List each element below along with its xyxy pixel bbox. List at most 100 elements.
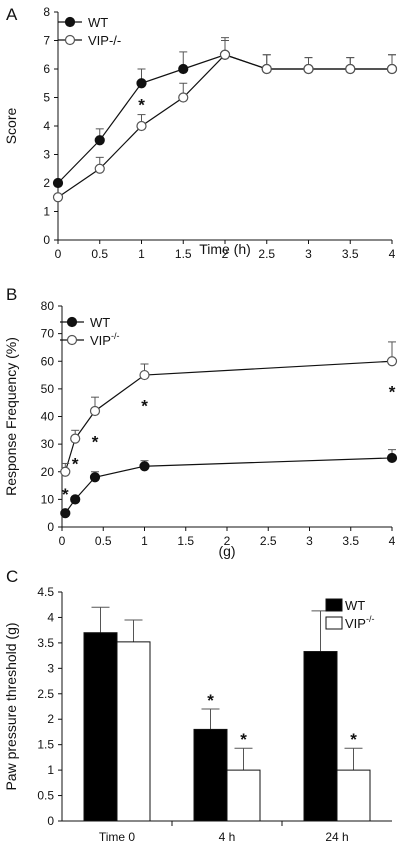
y-tick-label: 80 <box>41 299 55 313</box>
legend-label: VIP-/- <box>88 33 121 48</box>
data-point <box>136 120 147 132</box>
y-tick-label: 70 <box>41 327 55 341</box>
significance-star: * <box>72 454 79 473</box>
legend-marker <box>66 334 78 346</box>
x-tick-label: 1.5 <box>177 534 194 548</box>
y-tick-label: 1.5 <box>37 738 54 752</box>
y-tick-label: 20 <box>41 465 55 479</box>
y-tick-label: 3.5 <box>37 636 54 650</box>
axes: 0 1 2 3 4 5 6 7 8 0 0.5 1 1.5 2 2.5 3 3.5 4 <box>43 5 395 261</box>
significance-star: * <box>92 432 99 451</box>
y-tick-label: 3 <box>47 661 54 675</box>
y-tick-label: 8 <box>43 5 50 19</box>
legend-swatch <box>325 598 343 612</box>
x-tick-label: 2.5 <box>260 534 277 548</box>
bar <box>226 769 261 822</box>
y-axis-label: Paw pressure threshold (g) <box>3 622 19 790</box>
bar <box>83 632 118 822</box>
panel-b: B 0 10 20 30 40 50 60 70 80 0 0.5 1 1.5 2 2.5 3 3.5 4 (g) Re… <box>3 285 398 559</box>
data-point <box>219 49 231 60</box>
data-point <box>178 92 189 103</box>
series-line <box>64 360 393 472</box>
x-tick-label: 1 <box>141 534 148 548</box>
legend-marker <box>66 316 78 328</box>
series-line <box>64 457 393 514</box>
y-tick-label: 0 <box>47 814 54 828</box>
y-tick-label: 4.5 <box>37 585 54 599</box>
y-tick-label: 2.5 <box>37 687 54 701</box>
x-tick-label: 3.5 <box>342 534 359 548</box>
significance-star: * <box>141 396 148 415</box>
y-tick-label: 0.5 <box>37 789 54 803</box>
y-tick-label: 1 <box>43 205 50 219</box>
x-tick-label: 0 <box>59 534 66 548</box>
x-axis-label: (g) <box>218 543 235 559</box>
series-wt <box>83 606 338 822</box>
data-point <box>386 356 398 367</box>
data-point <box>386 63 398 75</box>
y-tick-label: 2 <box>43 176 50 190</box>
bar <box>193 728 228 822</box>
series-vip <box>60 341 398 477</box>
y-tick-label: 1 <box>47 763 54 777</box>
legend-label: WT <box>345 598 365 613</box>
data-point <box>139 369 150 381</box>
x-tick-label: 0.5 <box>95 534 112 548</box>
legend: WT VIP-/- <box>58 15 121 48</box>
data-point <box>345 63 356 75</box>
panel-label: C <box>6 567 18 586</box>
x-tick-label: 1.5 <box>175 247 192 261</box>
panel-label: B <box>6 285 17 304</box>
x-tick-label: 4 <box>389 247 396 261</box>
data-point <box>52 177 64 189</box>
y-tick-label: 4 <box>47 610 54 624</box>
data-point <box>386 452 398 464</box>
y-tick-label: 10 <box>41 492 55 506</box>
x-tick-label: 3.5 <box>342 247 359 261</box>
significance-star: * <box>62 485 69 504</box>
legend-label: WT <box>90 315 110 330</box>
y-tick-label: 6 <box>43 62 50 76</box>
bar <box>336 769 371 822</box>
data-point <box>303 63 314 75</box>
y-axis-label: Score <box>3 108 19 145</box>
annotations: * <box>138 96 145 115</box>
x-category-label: 4 h <box>219 830 236 844</box>
x-tick-label: 3 <box>306 534 313 548</box>
significance-star: * <box>240 730 247 749</box>
legend-label: VIP-/- <box>345 614 374 631</box>
x-tick-label: 0.5 <box>91 247 108 261</box>
legend-label: WT <box>88 15 108 30</box>
panel-label: A <box>6 5 18 24</box>
y-tick-label: 2 <box>47 712 54 726</box>
y-tick-label: 0 <box>47 520 54 534</box>
legend-label: VIP-/- <box>90 331 119 348</box>
data-point <box>94 163 105 174</box>
y-tick-label: 4 <box>43 119 50 133</box>
x-tick-label: 3 <box>305 247 312 261</box>
data-point <box>139 461 150 472</box>
y-tick-label: 40 <box>41 410 55 424</box>
data-point <box>178 63 189 75</box>
data-point <box>89 472 101 483</box>
significance-star: * <box>207 691 214 710</box>
significance-star: * <box>138 96 145 115</box>
bar <box>303 651 338 822</box>
axes: 0 10 20 30 40 50 60 70 80 0 0.5 1 1.5 2 2.5 3 3.5 4 <box>41 299 396 548</box>
x-tick-label: 2 <box>224 534 231 548</box>
bar <box>116 641 151 822</box>
data-point <box>136 78 147 89</box>
data-point <box>94 135 105 146</box>
legend-swatch <box>325 616 343 630</box>
data-point <box>60 466 71 477</box>
series-line <box>57 54 392 184</box>
y-tick-label: 60 <box>41 354 55 368</box>
panel-a: A 0 1 2 3 4 5 6 7 8 0 0.5 1 1.5 2 2.5 3 3.5 4 Time (h) Score… <box>3 5 398 261</box>
x-category-label: Time 0 <box>99 830 136 844</box>
x-category-label: 24 h <box>325 830 348 844</box>
data-point <box>52 192 64 203</box>
significance-star: * <box>350 730 357 749</box>
annotations: * * * <box>207 691 357 749</box>
